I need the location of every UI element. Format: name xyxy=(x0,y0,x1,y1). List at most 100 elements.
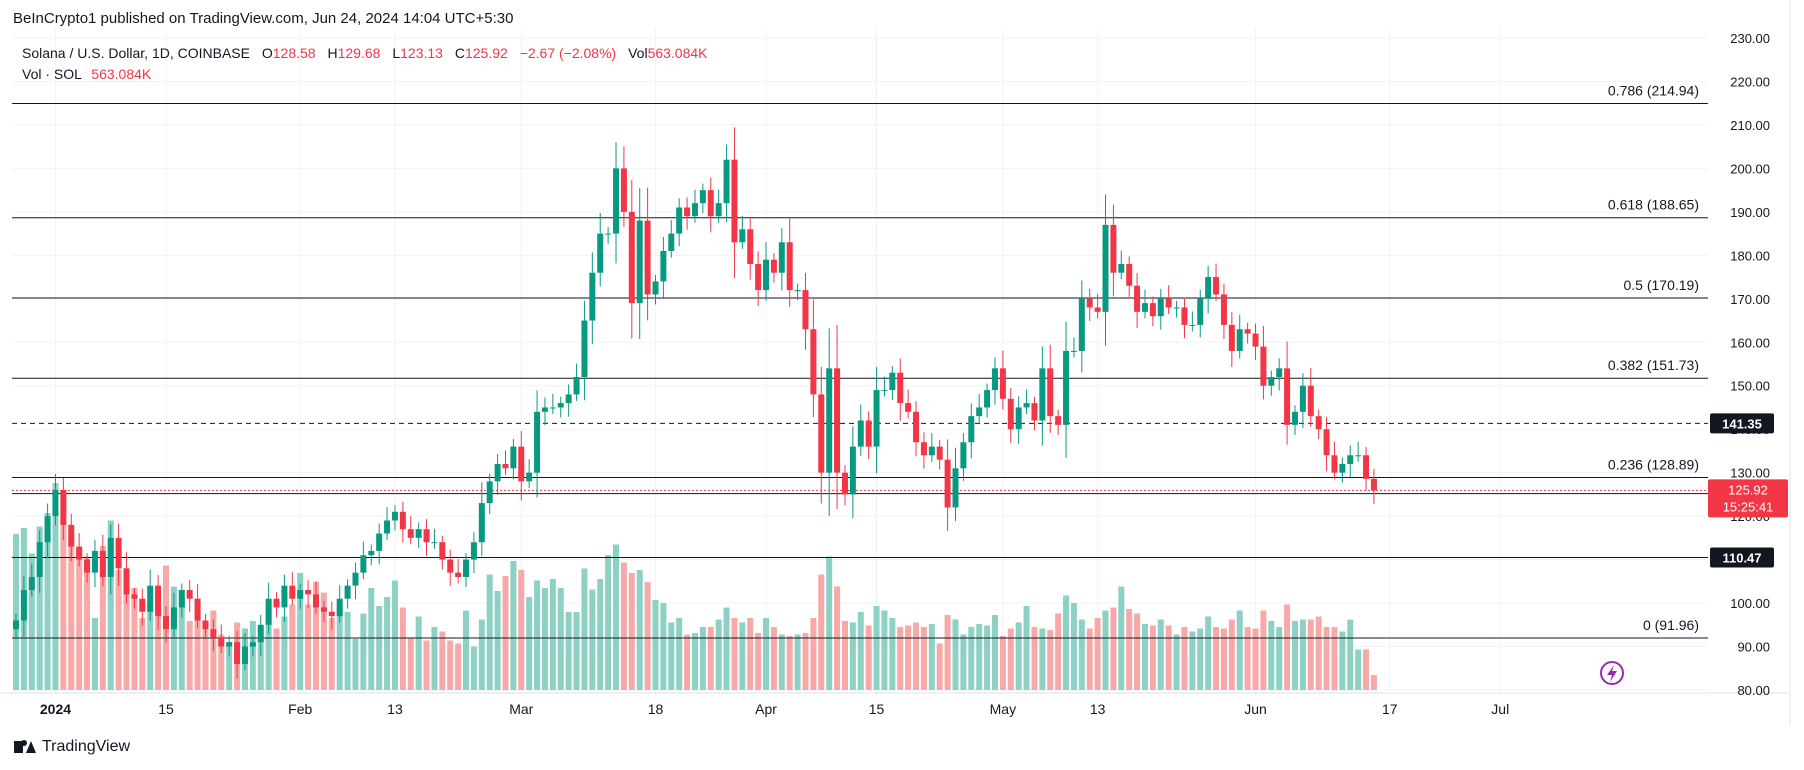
volume-bar xyxy=(1134,613,1141,690)
candle-body xyxy=(234,642,241,664)
volume-bar xyxy=(1307,619,1314,690)
volume-legend-label: Vol · SOL xyxy=(22,66,82,82)
candle-body xyxy=(210,629,217,638)
candle-body xyxy=(913,411,920,443)
volume-bar xyxy=(968,627,975,690)
candle-body xyxy=(1189,324,1196,326)
candle-body xyxy=(541,407,548,412)
volume-bar xyxy=(1323,627,1330,690)
publisher-caption: BeInCrypto1 published on TradingView.com… xyxy=(13,10,514,27)
candle-body xyxy=(1165,298,1172,308)
candle-body xyxy=(802,290,809,330)
candle-body xyxy=(1260,346,1267,386)
candle-body xyxy=(455,572,462,577)
volume-bar xyxy=(755,633,762,690)
candle-body xyxy=(13,620,19,630)
volume-bar xyxy=(478,619,485,690)
volume-bar xyxy=(644,582,651,690)
volume-bar xyxy=(1347,619,1354,690)
volume-bar xyxy=(976,624,983,690)
candle-body xyxy=(36,542,43,577)
volume-bar xyxy=(1141,624,1148,690)
y-tick-label: 80.00 xyxy=(1737,683,1770,698)
high-value: 129.68 xyxy=(338,45,381,61)
candle-body xyxy=(1039,368,1046,421)
candle-body xyxy=(1268,377,1275,386)
candle-body xyxy=(1173,307,1180,309)
volume-bar xyxy=(99,546,106,690)
candle-body xyxy=(952,468,959,508)
candle-body xyxy=(723,159,730,204)
candle-body xyxy=(778,242,785,273)
candle-body xyxy=(155,585,162,617)
volume-bar xyxy=(194,610,201,690)
volume-bar xyxy=(818,574,825,690)
volume-bar xyxy=(999,636,1006,690)
candle-body xyxy=(936,446,943,460)
fib-level-label: 0.5 (170.19) xyxy=(1624,277,1700,293)
volume-bar xyxy=(123,577,130,690)
candle-body xyxy=(1370,478,1377,491)
candle-body xyxy=(1149,303,1156,317)
tradingview-brand[interactable]: TradingView xyxy=(14,738,130,756)
volume-bar xyxy=(84,556,91,690)
candle-body xyxy=(1126,264,1133,286)
x-tick-label: May xyxy=(990,701,1016,717)
last-price-value: 125.92 xyxy=(1728,482,1768,497)
volume-bar xyxy=(297,573,304,690)
candle-body xyxy=(1244,329,1251,334)
volume-bar xyxy=(1299,619,1306,690)
x-tick-label: Mar xyxy=(509,701,533,717)
volume-bar xyxy=(320,592,327,690)
candle-body xyxy=(841,472,848,495)
volume-bar xyxy=(723,607,730,690)
close-value: 125.92 xyxy=(465,45,508,61)
volume-bar xyxy=(360,613,367,690)
volume-bar xyxy=(1331,627,1338,690)
candle-body xyxy=(1181,307,1188,325)
candle-body xyxy=(305,590,312,595)
candle-body xyxy=(534,411,541,473)
volume-bar xyxy=(289,604,296,690)
candle-body xyxy=(1047,368,1054,417)
volume-bar xyxy=(628,573,635,690)
volume-bar xyxy=(510,561,517,690)
candle-body xyxy=(849,446,856,495)
brand-label: TradingView xyxy=(42,738,131,755)
fib-level-label: 0 (91.96) xyxy=(1643,617,1699,633)
lightning-icon[interactable] xyxy=(1600,661,1624,685)
volume-bar xyxy=(202,624,209,690)
volume-bar xyxy=(810,618,817,690)
candle-body xyxy=(834,368,841,473)
volume-bar xyxy=(186,621,193,690)
volume-bar xyxy=(1189,631,1196,690)
fib-level-label: 0.382 (151.73) xyxy=(1608,357,1699,373)
volume-bar xyxy=(1197,628,1204,690)
volume-bar xyxy=(991,615,998,690)
candle-body xyxy=(368,550,375,556)
candle-body xyxy=(699,190,706,204)
level-layer: 0.786 (214.94) 0.618 (188.65) 0.5 (170.19)… xyxy=(12,82,1778,639)
last-price-countdown: 15:25:41 xyxy=(1723,499,1774,514)
volume-bar xyxy=(913,622,920,690)
candle-body xyxy=(384,520,391,534)
volume-bar xyxy=(76,550,83,690)
price-chart[interactable]: 0.786 (214.94) 0.618 (188.65) 0.5 (170.19)… xyxy=(0,0,1804,725)
sr-price-tag xyxy=(1710,413,1774,434)
volume-bar xyxy=(273,628,280,690)
candle-body xyxy=(1157,298,1164,317)
candle-body xyxy=(984,390,991,408)
candle-body xyxy=(510,446,517,469)
volume-bar xyxy=(91,618,98,690)
volume-bar xyxy=(778,634,785,690)
candle-body xyxy=(1063,350,1070,425)
tradingview-logo-icon xyxy=(14,739,36,755)
volume-bar xyxy=(439,631,446,690)
x-tick-label: Jun xyxy=(1244,701,1267,717)
candle-body xyxy=(1094,307,1101,312)
y-axis-labels: 80.0090.00100.00110.00120.00130.00140.00… xyxy=(1730,31,1770,698)
volume-bar xyxy=(589,589,596,690)
volume-bar xyxy=(1149,625,1156,690)
candle-body xyxy=(1086,298,1093,308)
candle-body xyxy=(178,590,185,608)
